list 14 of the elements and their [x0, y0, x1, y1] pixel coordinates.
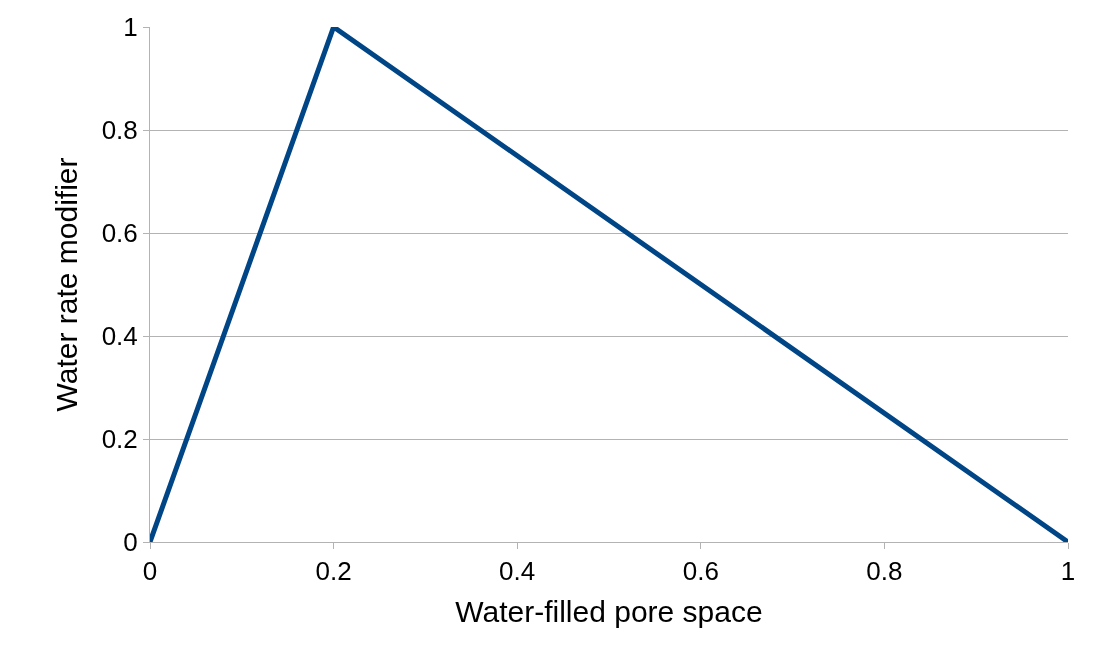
x-tick-label: 0.4 [499, 556, 536, 587]
y-tick-label: 0.4 [101, 321, 138, 352]
y-tick-label: 0.2 [101, 424, 138, 455]
x-tick-label: 0.6 [682, 556, 719, 587]
y-tick-label: 0.6 [101, 218, 138, 249]
x-tick-label: 0.8 [866, 556, 903, 587]
x-axis-title: Water-filled pore space [455, 594, 763, 628]
y-tick-label: 0 [123, 527, 138, 558]
x-tick-label: 0 [142, 556, 158, 587]
y-tick-label: 1 [123, 12, 138, 43]
y-axis-title: Water rate modifier [49, 157, 83, 412]
x-tick-label: 0.2 [315, 556, 352, 587]
y-tick-label: 0.8 [101, 115, 138, 146]
x-tick-label: 1 [1060, 556, 1076, 587]
